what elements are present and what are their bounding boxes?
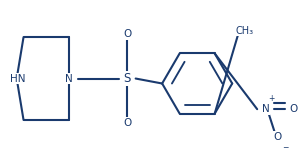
Text: S: S — [123, 72, 131, 85]
Text: CH₃: CH₃ — [235, 26, 253, 36]
Text: O: O — [289, 104, 297, 114]
Text: O: O — [274, 132, 282, 142]
Text: N: N — [65, 73, 73, 84]
Text: +: + — [269, 94, 275, 103]
Text: O: O — [123, 29, 131, 39]
Text: HN: HN — [10, 73, 25, 84]
Text: O: O — [123, 118, 131, 128]
Text: N: N — [262, 104, 270, 114]
Text: −: − — [282, 144, 289, 153]
